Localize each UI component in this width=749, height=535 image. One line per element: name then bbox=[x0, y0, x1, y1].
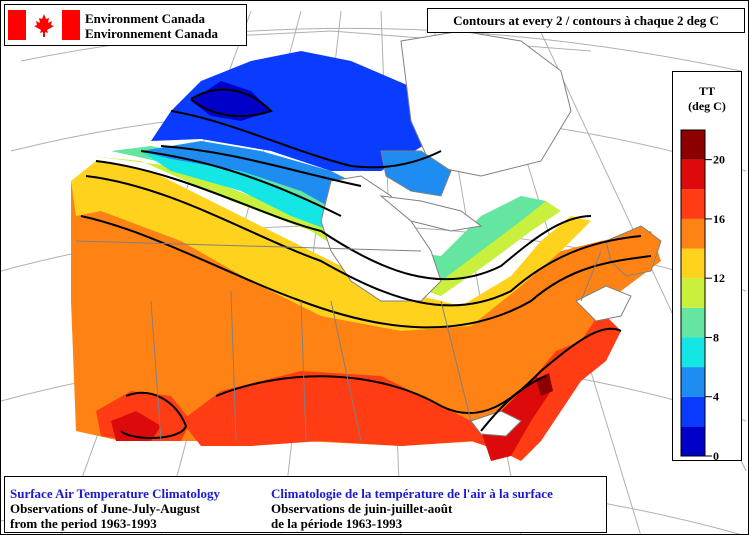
legend-band-8 bbox=[681, 189, 705, 219]
legend-color-scale: 20 16 12 8 4 0 bbox=[680, 129, 725, 462]
observations-fr: Observations de juin-juillet-août bbox=[271, 501, 453, 516]
band-4-6-region bbox=[141, 141, 361, 216]
legend-band-9 bbox=[681, 159, 705, 190]
contour-lines bbox=[80, 88, 652, 439]
legend-band-5 bbox=[681, 278, 705, 308]
legend-band-2 bbox=[681, 367, 705, 397]
water-bodies bbox=[320, 30, 632, 437]
legend: TT (deg C) 20 16 12 8 4 0 bbox=[672, 71, 742, 462]
contour-note: Contours at every 2 / contours à chaque … bbox=[453, 13, 719, 28]
legend-unit: (deg C) bbox=[688, 99, 726, 113]
legend-band-3 bbox=[681, 337, 705, 368]
legend-title: TT bbox=[698, 84, 715, 98]
period-fr: de la période 1963-1993 bbox=[271, 516, 403, 531]
title-en: Surface Air Temperature Climatology bbox=[10, 486, 221, 501]
legend-scale-frame bbox=[680, 129, 706, 457]
legend-band-4 bbox=[681, 307, 705, 338]
period-en: from the period 1963-1993 bbox=[10, 516, 157, 531]
legend-band-0 bbox=[681, 426, 705, 456]
legend-band-6 bbox=[681, 248, 705, 279]
info-box: Surface Air Temperature Climatology Obse… bbox=[4, 476, 607, 533]
legend-tick-label: 12 bbox=[713, 271, 725, 285]
agency-name-fr: Environnement Canada bbox=[85, 26, 219, 41]
baffin-bay bbox=[400, 30, 572, 177]
baffin-island bbox=[380, 150, 452, 197]
legend-tick-label: 20 bbox=[713, 153, 725, 167]
title-fr: Climatologie de la température de l'air … bbox=[271, 486, 553, 501]
gulf-st-lawrence bbox=[575, 285, 632, 322]
legend-tick-label: 0 bbox=[713, 449, 719, 462]
legend-band-1 bbox=[681, 396, 705, 427]
hudson-strait bbox=[379, 195, 483, 232]
agency-name-en: Environment Canada bbox=[85, 11, 206, 26]
canada-flag-icon bbox=[8, 10, 80, 40]
header-box: Environment Canada Environnement Canada bbox=[4, 4, 247, 46]
band-12-14-region bbox=[71, 161, 591, 331]
legend-tick-label: 16 bbox=[713, 212, 725, 226]
band-6-8-region bbox=[141, 151, 341, 231]
observations-en: Observations of June-July-August bbox=[10, 501, 200, 516]
legend-tick-label: 8 bbox=[713, 330, 719, 344]
contour-note-box: Contours at every 2 / contours à chaque … bbox=[427, 8, 745, 33]
provincial-boundaries bbox=[75, 240, 602, 442]
legend-tick-label: 4 bbox=[713, 390, 719, 404]
legend-band-7 bbox=[681, 218, 705, 249]
hudson-bay bbox=[320, 175, 442, 302]
legend-band-10 bbox=[681, 130, 705, 160]
